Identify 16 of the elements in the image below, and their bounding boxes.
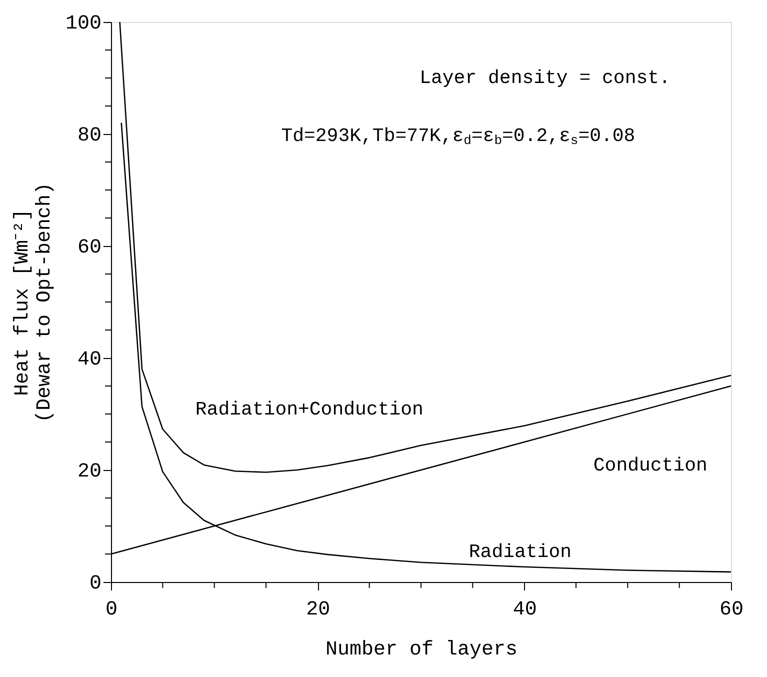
x-tick-label: 20 bbox=[306, 598, 330, 622]
series-label: Conduction bbox=[593, 454, 708, 476]
x-tick-label: 0 bbox=[105, 598, 118, 622]
annotation: Layer density = const. bbox=[420, 67, 670, 89]
y-tick-label: 20 bbox=[77, 460, 102, 484]
x-axis-title: Number of layers bbox=[325, 638, 518, 662]
x-tick-label: 60 bbox=[719, 598, 744, 622]
y-tick-label: 60 bbox=[77, 236, 102, 260]
x-tick-label: 40 bbox=[512, 598, 537, 622]
y-tick-label: 100 bbox=[65, 12, 102, 36]
y-tick-label: 40 bbox=[77, 348, 102, 372]
y-tick-label: 80 bbox=[77, 124, 102, 148]
y-axis-title: Heat flux [Wm⁻²] (Dewar to Opt-bench) bbox=[11, 182, 56, 423]
y-tick-label: 0 bbox=[89, 572, 102, 596]
series-label: Radiation+Conduction bbox=[195, 398, 424, 420]
series-label: Radiation bbox=[468, 541, 572, 564]
